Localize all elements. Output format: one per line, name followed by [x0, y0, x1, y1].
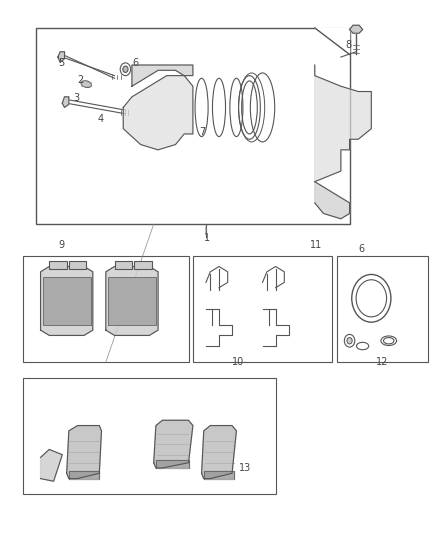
- Text: 2: 2: [78, 75, 84, 85]
- Polygon shape: [315, 65, 371, 182]
- Circle shape: [123, 66, 128, 72]
- Bar: [43, 277, 91, 325]
- Polygon shape: [204, 471, 234, 479]
- Polygon shape: [69, 471, 99, 479]
- Polygon shape: [41, 266, 93, 335]
- Text: 7: 7: [199, 127, 206, 137]
- Bar: [108, 277, 156, 325]
- Polygon shape: [106, 266, 158, 335]
- Polygon shape: [201, 425, 237, 479]
- Bar: [49, 261, 67, 269]
- Text: 5: 5: [58, 58, 64, 68]
- Bar: [69, 261, 86, 269]
- Text: 6: 6: [358, 244, 364, 254]
- Polygon shape: [350, 25, 363, 33]
- Polygon shape: [81, 82, 92, 86]
- Polygon shape: [154, 420, 193, 468]
- Text: 12: 12: [376, 357, 388, 367]
- Polygon shape: [58, 52, 64, 62]
- Text: 3: 3: [73, 93, 79, 102]
- Polygon shape: [41, 449, 62, 481]
- Polygon shape: [123, 76, 193, 150]
- Circle shape: [347, 337, 352, 344]
- Text: 10: 10: [232, 357, 244, 367]
- Text: 9: 9: [58, 240, 64, 250]
- Polygon shape: [132, 65, 193, 86]
- Polygon shape: [315, 182, 350, 219]
- Polygon shape: [67, 425, 102, 479]
- Bar: [115, 261, 132, 269]
- Text: 8: 8: [345, 39, 351, 50]
- Text: 11: 11: [311, 240, 323, 250]
- Bar: [134, 261, 152, 269]
- Polygon shape: [62, 97, 69, 108]
- Text: 4: 4: [97, 114, 103, 124]
- Text: 1: 1: [204, 233, 210, 243]
- Polygon shape: [156, 460, 188, 468]
- Text: 6: 6: [132, 58, 138, 68]
- Polygon shape: [315, 28, 350, 54]
- Text: 13: 13: [239, 463, 251, 473]
